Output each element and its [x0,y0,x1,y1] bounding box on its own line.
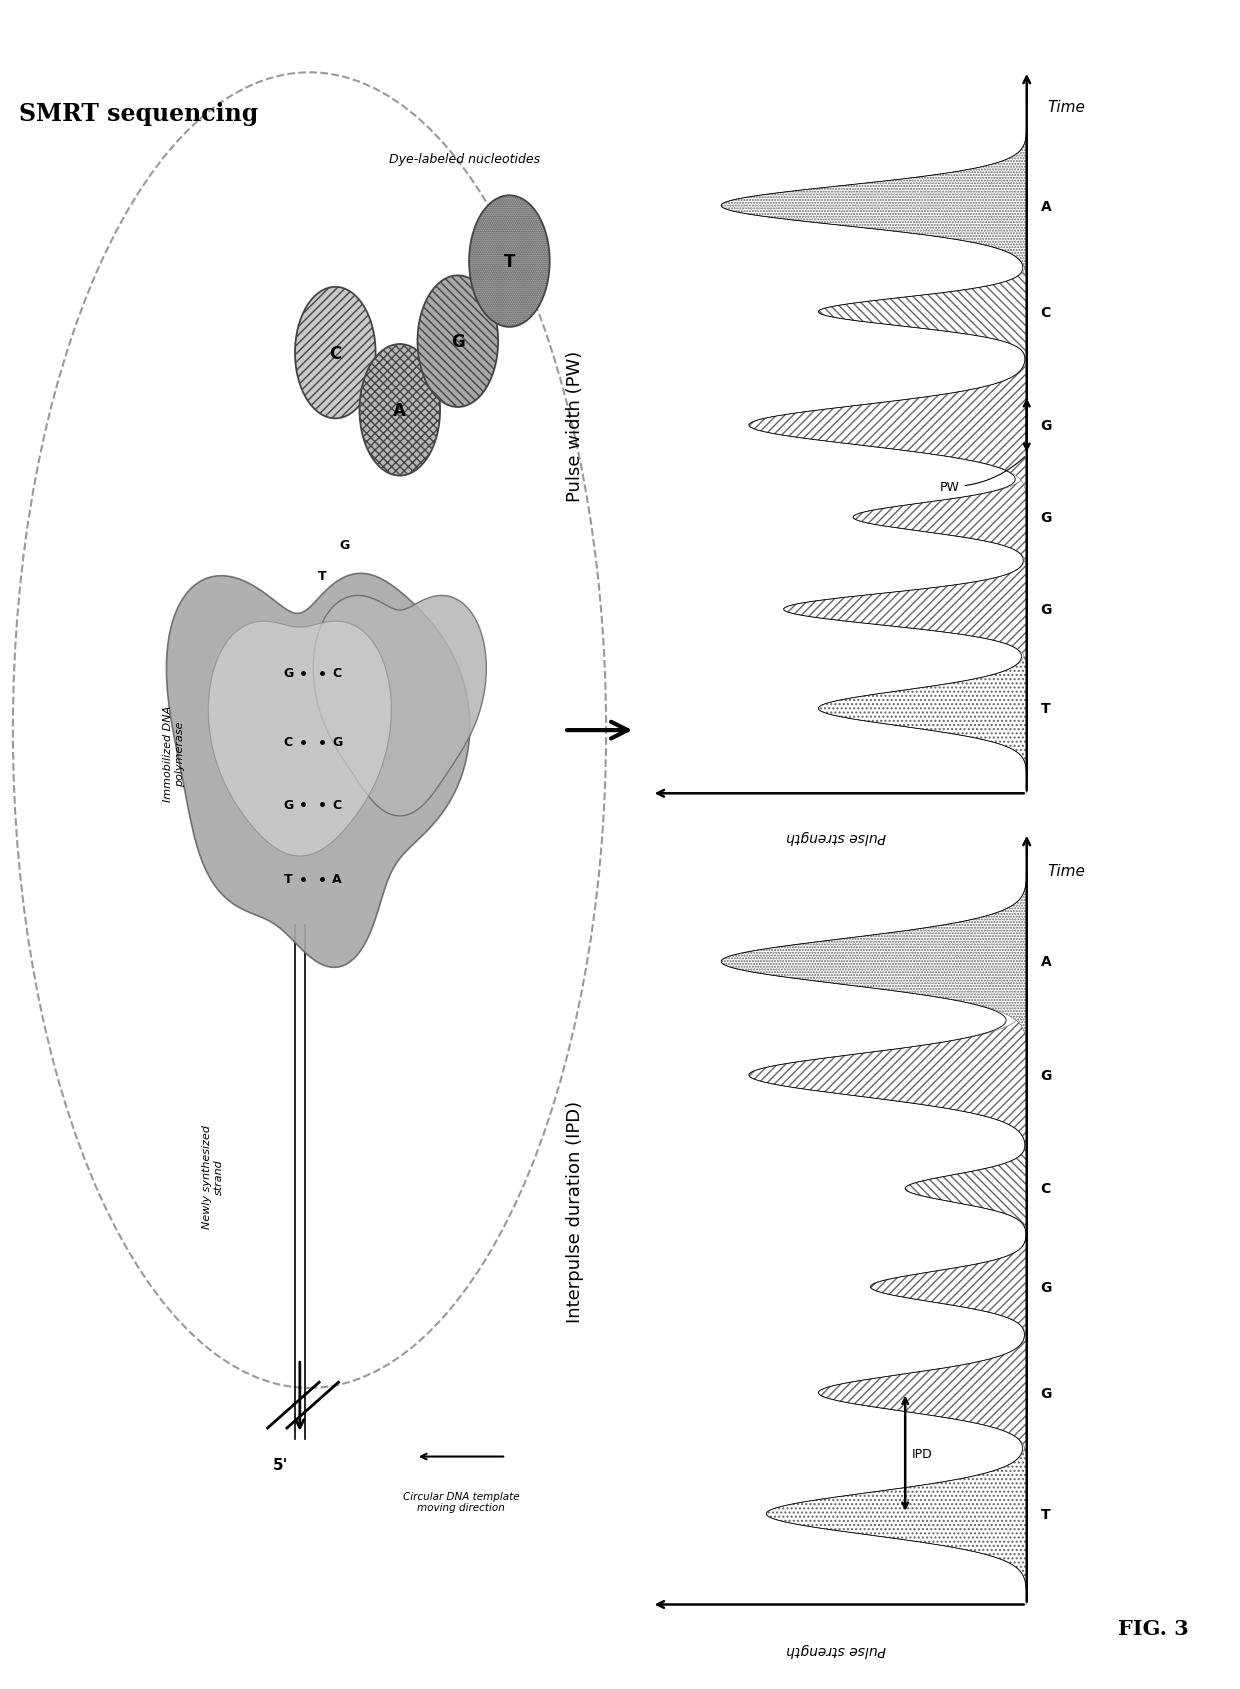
Text: A: A [393,402,407,419]
Text: G: G [340,539,350,552]
Text: A: A [332,873,342,885]
Text: G: G [1040,419,1052,432]
Text: Dye-labeled nucleotides: Dye-labeled nucleotides [388,152,539,166]
Text: 5': 5' [273,1456,288,1471]
Text: Time: Time [1048,100,1085,115]
Text: SMRT sequencing: SMRT sequencing [20,101,259,127]
Polygon shape [208,622,392,856]
Text: Pulse strength: Pulse strength [786,829,885,843]
Text: C: C [332,667,342,681]
Text: C: C [1040,306,1050,319]
Text: C: C [1040,1182,1050,1196]
Text: Newly synthesized
strand: Newly synthesized strand [202,1125,223,1228]
Text: G: G [1040,1387,1052,1400]
Text: Immobilized DNA
polymerase: Immobilized DNA polymerase [164,706,185,802]
Text: FIG. 3: FIG. 3 [1117,1618,1189,1638]
Text: G: G [1040,1280,1052,1294]
Text: Interpulse duration (IPD): Interpulse duration (IPD) [567,1101,584,1322]
Text: A: A [1040,199,1052,213]
Text: G: G [451,333,465,351]
Text: Time: Time [1048,863,1085,878]
Ellipse shape [360,345,440,476]
Text: C: C [329,345,341,363]
Text: T: T [319,569,326,583]
Text: T: T [284,873,293,885]
Text: T: T [503,253,515,270]
Ellipse shape [469,196,549,328]
Text: G: G [1040,510,1052,525]
Text: C: C [332,799,342,811]
Text: Circular DNA template
moving direction: Circular DNA template moving direction [403,1491,520,1513]
Text: G: G [283,799,294,811]
Text: G: G [283,667,294,681]
Text: T: T [1040,1507,1050,1520]
Text: T: T [1040,703,1050,716]
Text: PW: PW [940,458,1024,493]
Ellipse shape [295,287,376,419]
Text: IPD: IPD [913,1447,932,1459]
Text: G: G [332,736,342,748]
Polygon shape [314,596,486,816]
Text: C: C [284,736,293,748]
Text: Pulse strength: Pulse strength [786,1642,885,1657]
Text: G: G [1040,603,1052,616]
Polygon shape [166,574,470,968]
Ellipse shape [418,277,498,407]
Text: G: G [1040,1069,1052,1083]
Text: Pulse width (PW): Pulse width (PW) [567,350,584,502]
Text: A: A [1040,954,1052,969]
